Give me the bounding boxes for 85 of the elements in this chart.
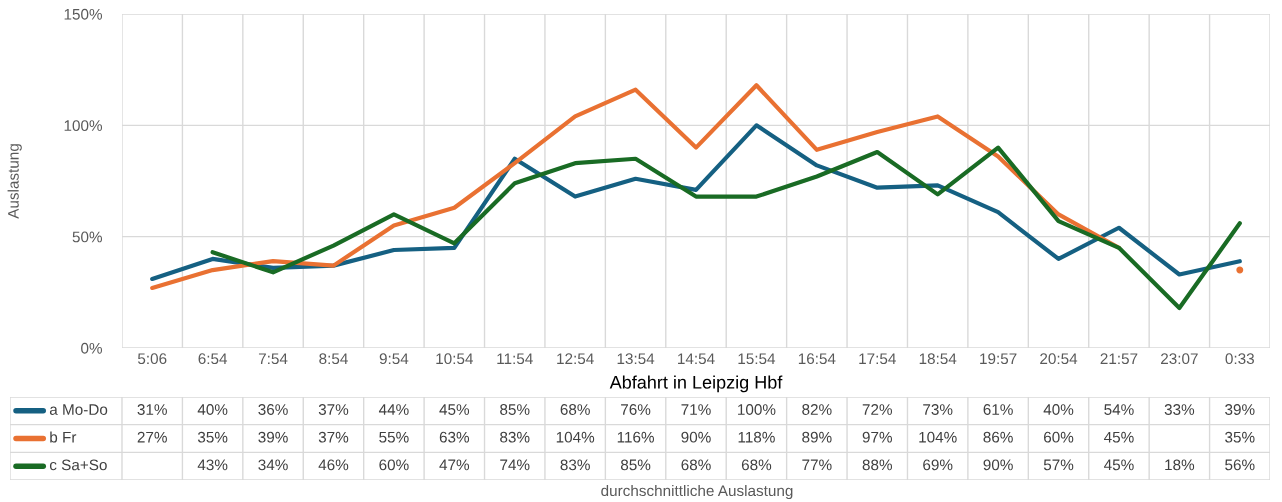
- data-label: 85%: [500, 404, 530, 415]
- data-label: 18%: [1165, 459, 1195, 471]
- data-label: 43%: [197, 459, 228, 471]
- y-tick-label: 0%: [81, 342, 103, 354]
- data-label: 104%: [919, 431, 957, 443]
- data-label: 33%: [1164, 404, 1195, 415]
- x-axis-title: Abfahrt in Leipzig Hbf: [609, 375, 783, 393]
- data-label: 46%: [318, 459, 349, 471]
- data-label: 37%: [318, 404, 349, 415]
- legend-label: c Sa+So: [49, 459, 107, 471]
- x-tick-label: 6:54: [198, 353, 228, 365]
- data-label: 27%: [137, 431, 167, 443]
- x-tick-label: 8:54: [319, 353, 348, 365]
- data-label: 35%: [1225, 431, 1255, 443]
- data-label: 82%: [802, 404, 832, 415]
- data-label: 76%: [621, 404, 651, 415]
- data-label: 90%: [983, 459, 1013, 471]
- legend-label: a Mo-Do: [49, 404, 108, 415]
- data-label: 36%: [258, 404, 288, 415]
- data-label: 118%: [738, 431, 775, 443]
- x-tick-label: 11:54: [497, 353, 533, 365]
- x-tick-label: 17:54: [859, 353, 896, 365]
- x-tick-label: 23:07: [1161, 353, 1198, 365]
- x-tick-label: 9:54: [379, 353, 409, 365]
- data-label: 34%: [258, 459, 288, 471]
- data-label: 47%: [439, 459, 470, 471]
- data-label: 77%: [802, 459, 832, 471]
- data-label: 104%: [556, 431, 595, 443]
- data-label: 74%: [500, 459, 530, 471]
- data-label: 45%: [1104, 459, 1134, 471]
- data-label: 85%: [620, 459, 651, 471]
- data-label: 40%: [197, 404, 228, 415]
- data-label: 97%: [862, 431, 893, 443]
- data-label: 116%: [617, 431, 655, 443]
- x-tick-label: 12:54: [557, 353, 594, 365]
- data-label: 100%: [738, 404, 776, 415]
- data-label: 68%: [741, 459, 772, 471]
- y-tick-label: 100%: [64, 120, 103, 132]
- data-label: 39%: [1225, 404, 1255, 415]
- data-label: 60%: [379, 459, 409, 471]
- line-series: [210, 145, 1242, 311]
- data-label: 73%: [923, 404, 953, 415]
- data-label: 71%: [681, 404, 711, 415]
- data-label: 45%: [1104, 431, 1134, 443]
- data-label: 40%: [1043, 404, 1074, 415]
- data-label: 35%: [197, 431, 228, 443]
- data-label: 54%: [1104, 404, 1134, 415]
- data-label: 89%: [802, 431, 832, 443]
- data-label: 88%: [862, 459, 893, 471]
- data-label: 37%: [318, 431, 349, 443]
- x-tick-label: 18:54: [919, 353, 957, 365]
- data-label: 61%: [983, 404, 1013, 415]
- data-label: 55%: [379, 431, 409, 443]
- data-label: 86%: [983, 431, 1013, 443]
- x-tick-label: 15:54: [738, 353, 776, 365]
- x-tick-label: 21:57: [1100, 353, 1138, 365]
- x-tick-label: 7:54: [258, 353, 288, 365]
- y-tick-label: 150%: [64, 8, 103, 20]
- data-label: 31%: [137, 404, 167, 415]
- data-label: 72%: [862, 404, 893, 415]
- y-axis-title: Auslastung: [7, 144, 22, 219]
- data-label: 56%: [1225, 459, 1255, 471]
- data-label: 83%: [560, 459, 590, 471]
- y-tick-label: 50%: [72, 231, 103, 243]
- data-label: 68%: [560, 404, 590, 415]
- data-label: 68%: [681, 459, 711, 471]
- data-label: 60%: [1044, 431, 1074, 443]
- data-label: 57%: [1043, 459, 1074, 471]
- x-tick-label: 20:54: [1040, 353, 1078, 365]
- data-label: 83%: [500, 431, 530, 443]
- text: durchschnittliche Auslastung: [601, 484, 793, 500]
- data-label: 69%: [923, 459, 953, 471]
- data-label: 90%: [681, 431, 711, 443]
- x-tick-label: 0:33: [1225, 353, 1254, 365]
- data-label: 39%: [258, 431, 288, 443]
- data-label: 44%: [378, 404, 409, 415]
- x-tick-label: 16:54: [798, 353, 836, 365]
- x-tick-label: 10:54: [436, 353, 473, 365]
- data-label: 63%: [439, 431, 470, 443]
- legend-label: b Fr: [50, 431, 77, 443]
- data-label: 45%: [439, 404, 470, 415]
- x-tick-label: 5:06: [137, 353, 167, 365]
- x-tick-label: 13:54: [617, 353, 655, 365]
- x-tick-label: 19:57: [980, 353, 1017, 365]
- x-tick-label: 14:54: [678, 353, 715, 365]
